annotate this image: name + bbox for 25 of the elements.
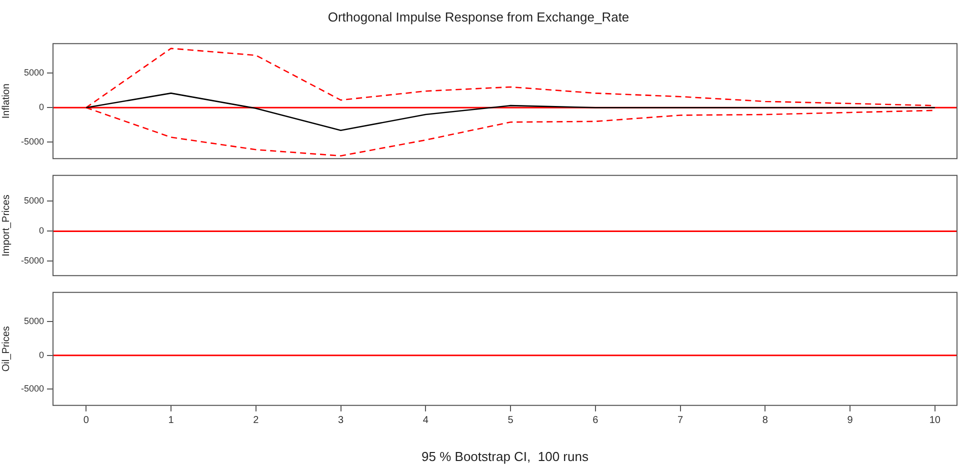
x-tick-label: 3 — [338, 415, 344, 426]
x-tick-label: 9 — [847, 415, 854, 426]
y-axis-title: Oil_Prices — [0, 326, 12, 372]
y-tick-label: 0 — [38, 102, 44, 112]
y-axis-title: Import_Prices — [0, 194, 12, 256]
x-tick-label: 8 — [762, 415, 768, 426]
y-tick-label: -5000 — [20, 136, 44, 147]
x-tick-label: 10 — [929, 415, 941, 426]
x-axis-title: 95 % Bootstrap CI, 100 runs — [422, 448, 589, 464]
y-axis-title: Inflation — [0, 84, 12, 119]
x-tick-label: 4 — [422, 415, 429, 426]
y-tick-label: 5000 — [24, 196, 44, 206]
y-tick-label: 5000 — [24, 68, 44, 78]
y-tick-label: 0 — [38, 350, 44, 360]
x-tick-label: 5 — [508, 415, 514, 426]
x-tick-label: 1 — [168, 415, 174, 426]
y-tick-label: 5000 — [24, 316, 44, 326]
x-tick-label: 2 — [253, 415, 260, 426]
chart-title: Orthogonal Impulse Response from Exchange_Rate — [328, 9, 630, 24]
x-tick-label: 7 — [678, 415, 684, 426]
x-tick-label: 0 — [83, 415, 90, 426]
y-tick-label: 0 — [38, 226, 44, 236]
y-tick-label: -5000 — [20, 384, 44, 394]
y-tick-label: -5000 — [20, 256, 44, 266]
x-tick-label: 6 — [592, 415, 599, 426]
